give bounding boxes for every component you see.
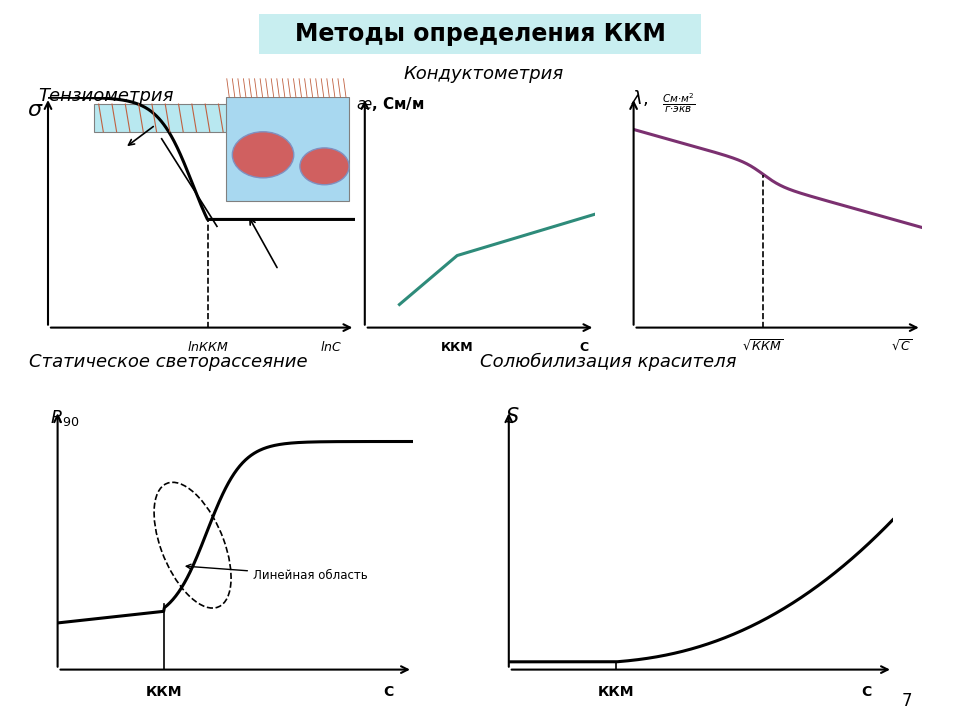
Text: $\sigma$: $\sigma$ bbox=[28, 99, 44, 120]
Circle shape bbox=[300, 148, 349, 185]
Bar bbox=[94, 104, 232, 132]
Circle shape bbox=[232, 132, 294, 178]
Text: 7: 7 bbox=[901, 692, 912, 710]
Text: ККМ: ККМ bbox=[146, 685, 182, 698]
Text: ККМ: ККМ bbox=[441, 341, 473, 354]
Text: $\dfrac{См{\cdot}м^2}{г{\cdot}экв}$: $\dfrac{См{\cdot}м^2}{г{\cdot}экв}$ bbox=[662, 92, 696, 115]
Text: Методы определения ККМ: Методы определения ККМ bbox=[295, 22, 665, 46]
Text: Солюбилизация красителя: Солюбилизация красителя bbox=[480, 353, 736, 372]
Text: С: С bbox=[383, 685, 393, 698]
Text: $ln$C: $ln$C bbox=[320, 340, 342, 354]
Text: ККМ: ККМ bbox=[598, 685, 635, 698]
Text: $R_{90}$: $R_{90}$ bbox=[51, 408, 81, 428]
Text: $S$: $S$ bbox=[505, 408, 519, 428]
Text: С: С bbox=[861, 685, 871, 698]
Text: $\lambda$,: $\lambda$, bbox=[631, 88, 648, 108]
Text: Линейная область: Линейная область bbox=[186, 564, 368, 582]
Text: С: С bbox=[579, 341, 588, 354]
Text: Статическое светорассеяние: Статическое светорассеяние bbox=[29, 354, 307, 372]
Text: $\sqrt{ККМ}$: $\sqrt{ККМ}$ bbox=[742, 338, 784, 354]
Text: Кондуктометрия: Кондуктометрия bbox=[403, 66, 564, 84]
Text: $\sqrt{С}$: $\sqrt{С}$ bbox=[891, 338, 912, 354]
Bar bbox=[227, 97, 349, 201]
Text: $ln$ККМ: $ln$ККМ bbox=[187, 340, 228, 354]
Text: $æ$, См/м: $æ$, См/м bbox=[355, 95, 424, 113]
Text: Тензиометрия: Тензиометрия bbox=[38, 87, 174, 105]
